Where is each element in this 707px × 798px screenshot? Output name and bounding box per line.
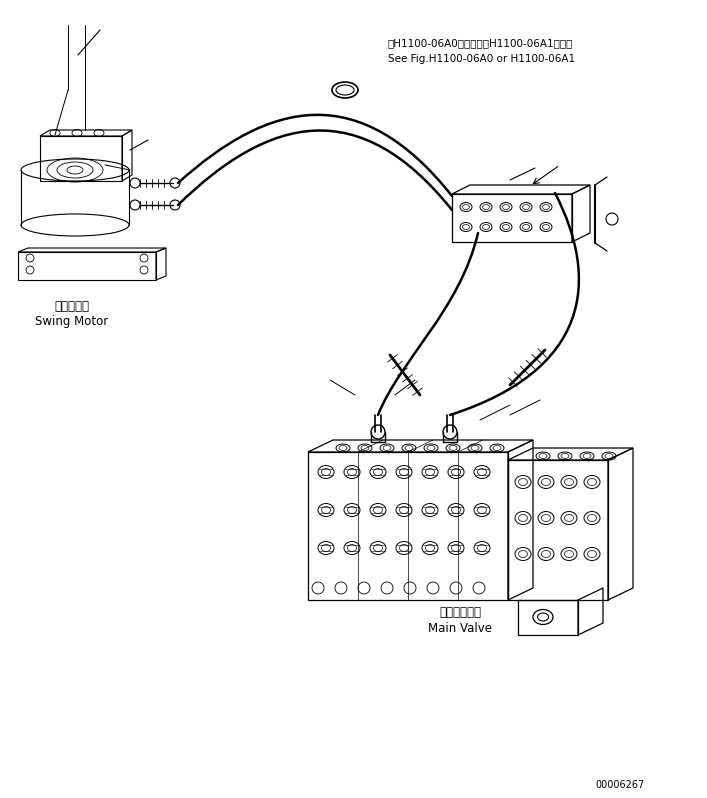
Bar xyxy=(508,460,608,600)
Bar xyxy=(18,252,156,280)
Text: メインバルブ: メインバルブ xyxy=(439,606,481,619)
Text: See Fig.H1100-06A0 or H1100-06A1: See Fig.H1100-06A0 or H1100-06A1 xyxy=(388,54,575,64)
Text: Swing Motor: Swing Motor xyxy=(35,315,109,328)
Text: Main Valve: Main Valve xyxy=(428,622,492,635)
Bar xyxy=(452,194,572,242)
Bar xyxy=(308,452,508,600)
Text: 第H1100-06A0図または第H1100-06A1図参照: 第H1100-06A0図または第H1100-06A1図参照 xyxy=(388,38,573,48)
Bar xyxy=(518,600,578,635)
Ellipse shape xyxy=(332,82,358,98)
Bar xyxy=(40,136,122,181)
Text: 旋回モータ: 旋回モータ xyxy=(54,300,90,313)
Text: 00006267: 00006267 xyxy=(596,780,645,790)
